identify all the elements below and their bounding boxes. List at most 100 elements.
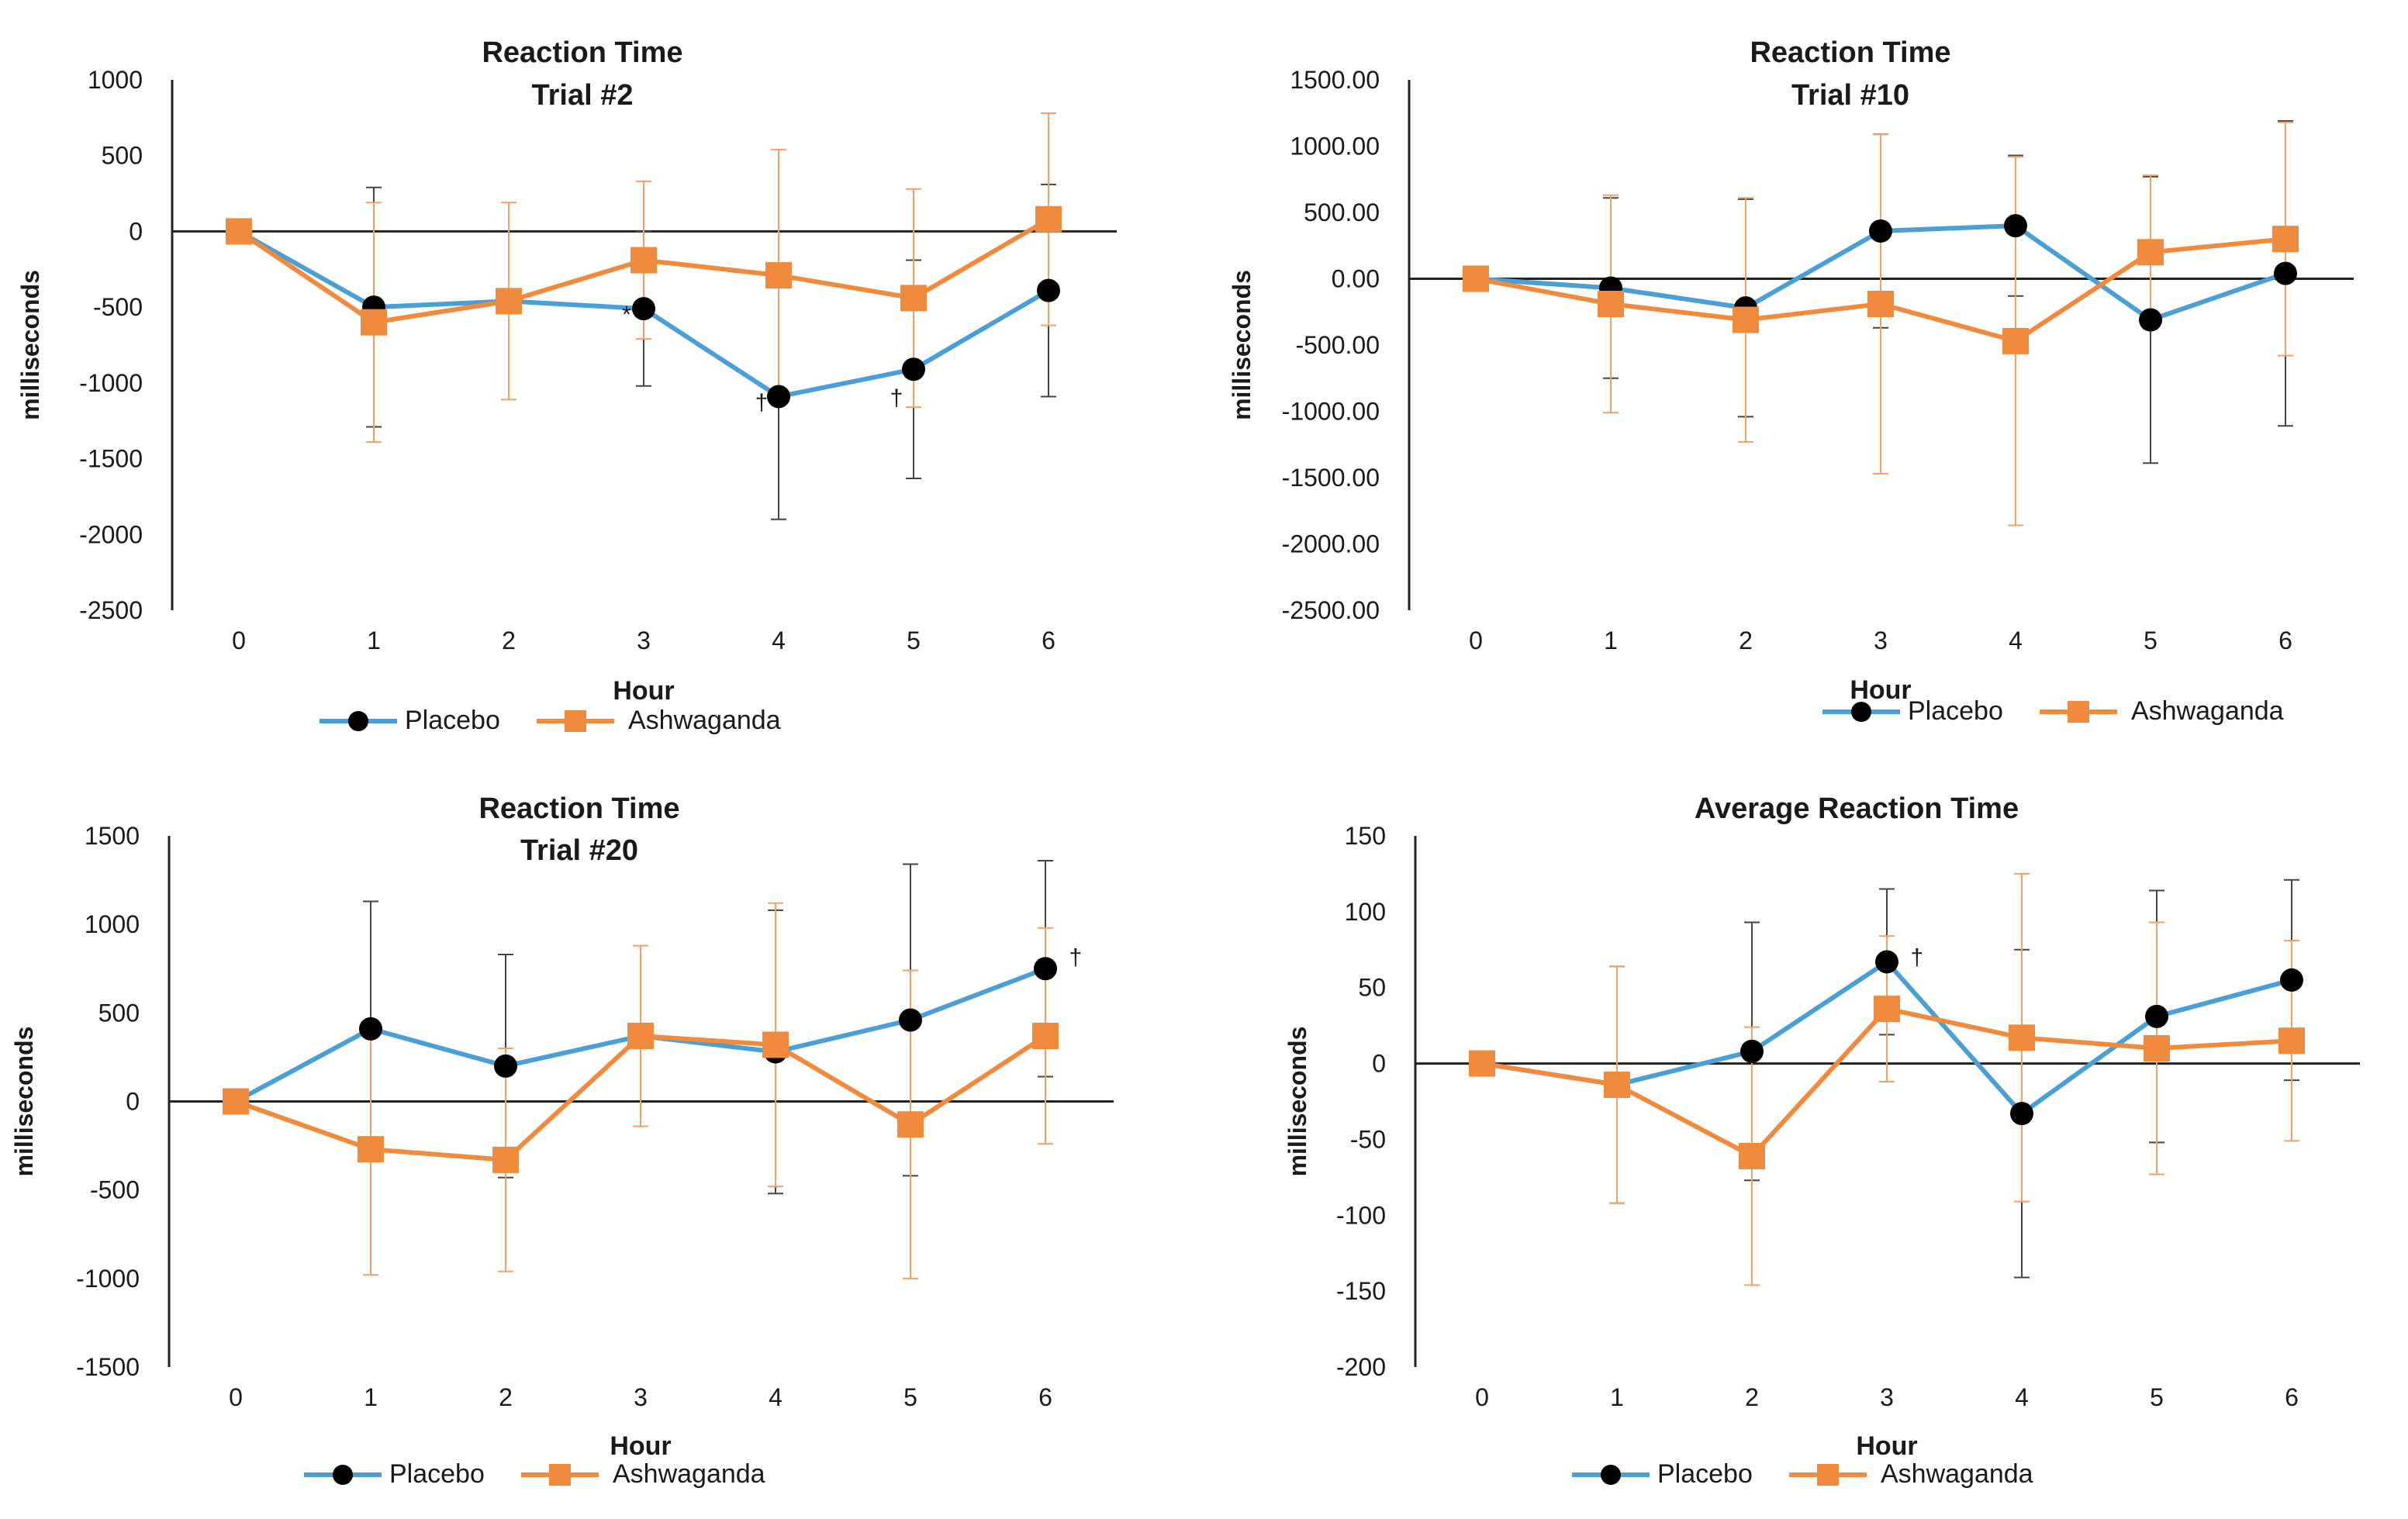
data-point-ashwaganda	[900, 285, 927, 312]
legend-label-ashwaganda: Ashwaganda	[613, 1459, 765, 1489]
data-point-placebo	[2280, 968, 2303, 992]
x-tick-label: 4	[772, 627, 786, 654]
data-point-placebo	[494, 1054, 517, 1078]
x-tick-label: 2	[499, 1383, 513, 1411]
data-point-ashwaganda	[1739, 1142, 1765, 1169]
data-point-ashwaganda	[1867, 290, 1894, 317]
y-tick-label: -2500.00	[1282, 596, 1380, 624]
x-tick-label: 3	[1874, 627, 1888, 654]
data-point-ashwaganda	[1604, 1071, 1630, 1098]
data-point-placebo	[1034, 957, 1057, 981]
x-tick-label: 3	[637, 627, 651, 654]
significance-marker: †	[890, 385, 903, 411]
y-tick-label: -500.00	[1295, 331, 1380, 359]
chart-average-reaction-time: Average Reaction Time150100500-50-100-15…	[1283, 792, 2360, 1489]
data-point-placebo	[1037, 278, 1060, 302]
y-axis-label: milliseconds	[1228, 270, 1256, 420]
legend-marker-placebo	[333, 1465, 353, 1485]
data-point-placebo	[1869, 219, 1892, 243]
data-point-ashwaganda	[2002, 327, 2029, 354]
x-tick-label: 5	[907, 627, 921, 654]
legend-marker-ashwaganda	[1817, 1464, 1839, 1486]
significance-marker: †	[1911, 944, 1924, 970]
data-point-ashwaganda	[1463, 265, 1489, 292]
data-point-ashwaganda	[1469, 1050, 1495, 1077]
y-tick-label: -1500	[76, 1353, 140, 1381]
x-tick-label: 0	[229, 1383, 243, 1411]
data-point-ashwaganda	[762, 1031, 789, 1058]
x-tick-label: 6	[1038, 1383, 1052, 1411]
data-point-ashwaganda	[2278, 1027, 2305, 1055]
chart-trial-2: Reaction Time Trial #2 1000 500 0 -500 -1000 -1…	[16, 36, 1117, 735]
chart-title-line-1: Average Reaction Time	[1695, 792, 2019, 825]
x-tick-label: 4	[769, 1383, 783, 1411]
data-point-placebo	[2139, 308, 2162, 332]
x-tick-label: 6	[1042, 627, 1055, 654]
data-point-placebo	[1740, 1039, 1764, 1063]
x-tick-label: 4	[2009, 627, 2023, 654]
y-tick-label: 1500	[85, 822, 140, 850]
y-tick-label: 100	[1345, 898, 1386, 926]
x-axis-label: Hour	[1850, 675, 1911, 705]
data-point-placebo	[359, 1017, 382, 1041]
data-point-ashwaganda	[1733, 306, 1759, 333]
y-tick-label: 150	[1345, 822, 1386, 850]
data-point-placebo	[1875, 950, 1898, 974]
y-tick-label: -1500	[79, 445, 143, 473]
y-axis-label: milliseconds	[10, 1027, 38, 1177]
data-point-ashwaganda	[226, 218, 252, 245]
data-point-placebo	[2145, 1004, 2168, 1028]
x-tick-label: 5	[2150, 1383, 2164, 1411]
y-tick-label: 0	[126, 1088, 140, 1116]
legend-marker-ashwaganda	[2068, 701, 2089, 723]
data-point-placebo	[902, 357, 925, 381]
x-tick-label: 6	[2285, 1383, 2299, 1411]
chart-title-line-2: Trial #10	[1791, 79, 1909, 112]
y-tick-label: 50	[1358, 974, 1386, 1002]
y-tick-label: -500	[93, 293, 143, 321]
legend-marker-placebo	[1601, 1465, 1621, 1485]
y-tick-label: -200	[1336, 1353, 1386, 1381]
chart-title-line-1: Reaction Time	[478, 792, 679, 825]
x-tick-label: 3	[634, 1383, 648, 1411]
significance-marker: *	[622, 302, 631, 328]
y-tick-label: 0	[129, 217, 143, 245]
y-tick-label: 1000	[88, 66, 143, 94]
chart-title-line-1: Reaction Time	[482, 36, 682, 69]
chart-panel-trial-2: Reaction Time Trial #2 1000 500 0 -500 -1000 -1…	[0, 0, 1204, 758]
data-point-ashwaganda	[765, 262, 792, 289]
legend-marker-ashwaganda	[565, 710, 586, 732]
x-axis-label: Hour	[613, 676, 674, 706]
y-tick-label: 1500.00	[1290, 66, 1380, 94]
chart-title-line-2: Trial #2	[532, 79, 634, 112]
y-tick-label: 500.00	[1304, 199, 1380, 226]
significance-marker: †	[755, 390, 769, 416]
legend-marker-placebo	[348, 711, 368, 731]
y-tick-label: 1000	[85, 910, 140, 938]
x-tick-label: 2	[1745, 1383, 1759, 1411]
y-tick-label: -150	[1336, 1277, 1386, 1305]
data-point-ashwaganda	[358, 1136, 384, 1163]
x-tick-label: 5	[2144, 627, 2158, 654]
data-point-ashwaganda	[627, 1023, 654, 1050]
chart-panel-trial-10: Reaction Time Trial #10 1500.00 1000.00 500.…	[1204, 0, 2408, 758]
data-point-ashwaganda	[2144, 1035, 2170, 1062]
x-tick-label: 5	[903, 1383, 917, 1411]
data-point-placebo	[767, 385, 790, 409]
y-axis-label: milliseconds	[1283, 1027, 1311, 1177]
y-tick-label: 0.00	[1332, 265, 1380, 293]
data-point-ashwaganda	[897, 1111, 924, 1138]
chart-title-line-2: Trial #20	[520, 834, 638, 867]
y-tick-label: -1000.00	[1282, 398, 1380, 426]
legend-marker-ashwaganda	[549, 1464, 571, 1486]
data-point-ashwaganda	[1032, 1023, 1059, 1050]
legend-label-placebo: Placebo	[1908, 696, 2003, 726]
data-point-placebo	[899, 1008, 922, 1032]
y-tick-label: -2000.00	[1282, 530, 1380, 558]
y-tick-label: -2000	[79, 520, 143, 548]
x-tick-label: 0	[232, 627, 246, 654]
x-tick-label: 4	[2015, 1383, 2029, 1411]
x-tick-label: 0	[1475, 1383, 1489, 1411]
y-tick-label: 1000.00	[1290, 133, 1380, 161]
